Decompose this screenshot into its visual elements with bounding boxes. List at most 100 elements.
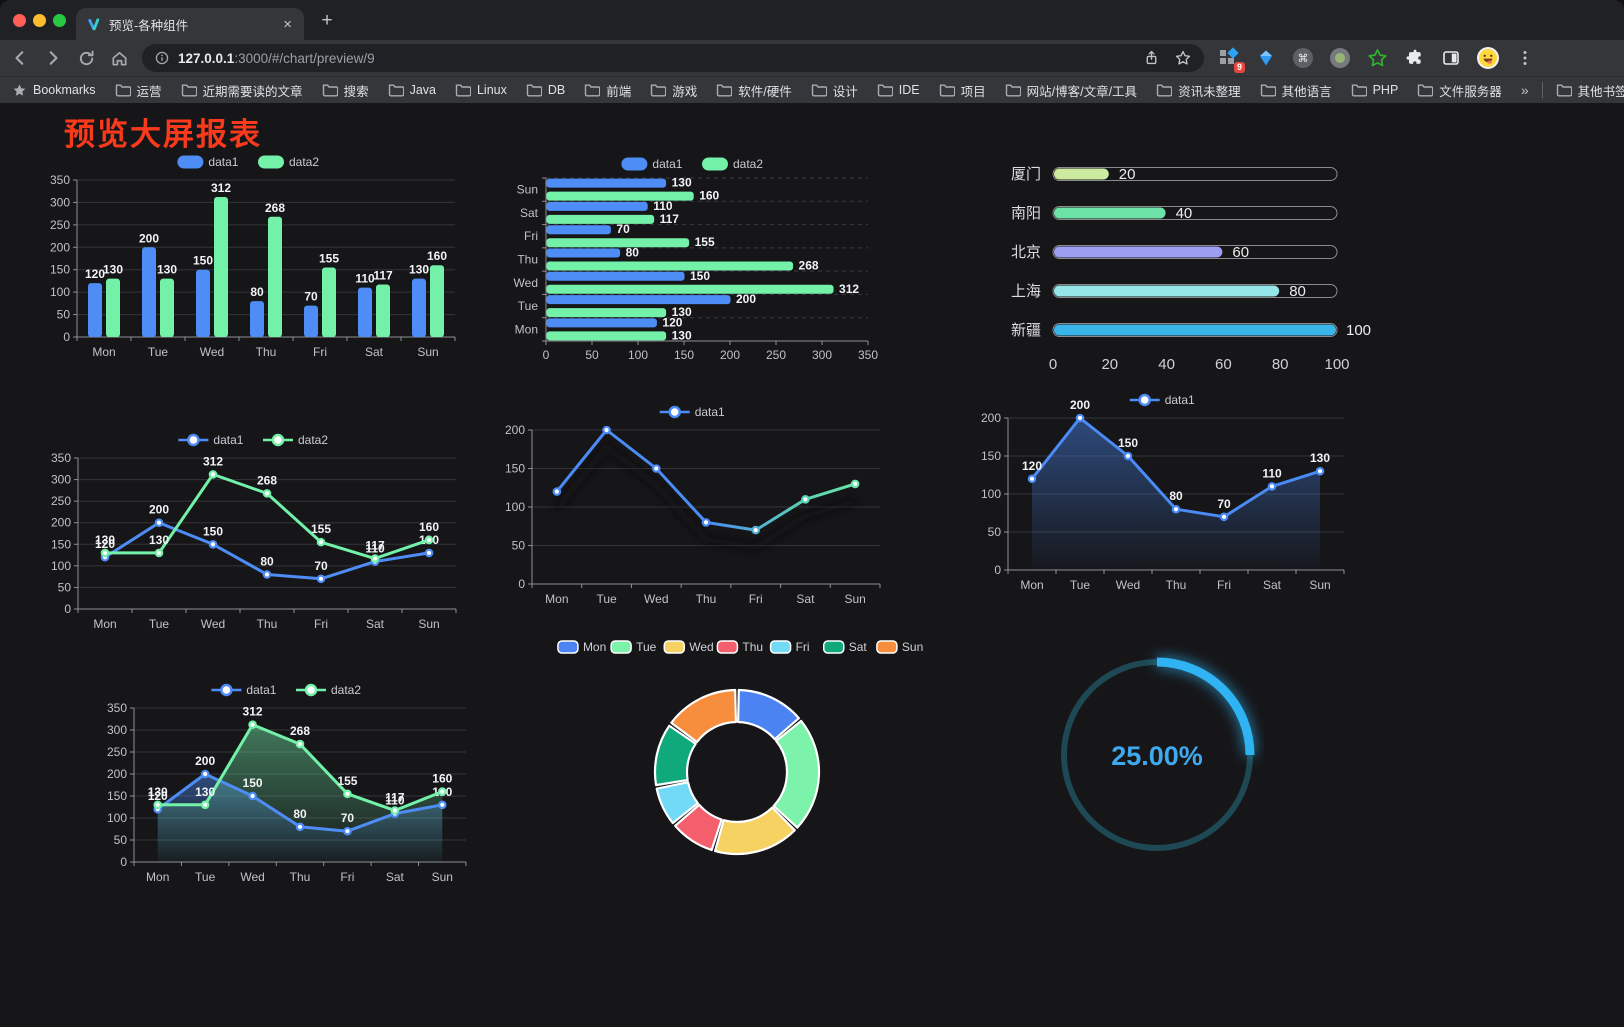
tab-close-icon[interactable]: × [283,15,292,33]
svg-text:110: 110 [355,272,375,286]
svg-text:40: 40 [1176,205,1193,222]
new-tab-button[interactable]: + [321,10,333,31]
svg-text:40: 40 [1158,356,1175,373]
share-icon[interactable] [1143,49,1160,67]
extension-command-icon[interactable]: ⌘ [1291,46,1315,70]
extensions-puzzle-icon[interactable] [1402,46,1426,70]
bar-vertical-chart[interactable]: data1 data2 0 50 100 150 200 250 300 350 Mon Tue Wed… [35,150,465,363]
svg-text:250: 250 [107,745,127,759]
svg-text:0: 0 [63,330,70,344]
svg-text:117: 117 [365,539,385,553]
svg-text:20: 20 [1101,356,1118,373]
bookmark-folder[interactable]: 设计 [811,81,858,100]
svg-text:250: 250 [766,348,786,362]
address-bar[interactable]: 127.0.0.1:3000/#/chart/preview/9 [142,44,1204,72]
svg-text:150: 150 [203,524,223,538]
other-bookmarks-folder[interactable]: 其他书签 [1556,81,1624,100]
side-panel-icon[interactable] [1439,46,1463,70]
svg-text:Fri: Fri [796,640,810,654]
svg-text:70: 70 [341,811,355,825]
bookmark-folder[interactable]: PHP [1351,83,1398,97]
svg-text:200: 200 [51,516,71,530]
svg-text:新疆: 新疆 [1011,322,1041,339]
bookmark-folder[interactable]: 运营 [115,81,162,100]
svg-text:120: 120 [662,315,682,329]
forward-icon[interactable] [43,48,63,68]
bookmark-folder[interactable]: 前端 [584,81,631,100]
bar-horizontal-chart[interactable]: data1 data2 0 50 100 150 200 250 300 350 Sun 130 160… [498,152,890,365]
line-multi-area-chart[interactable]: data1 data2 0 50 100 150 200 250 300 350 120 200 150… [100,678,476,888]
svg-text:70: 70 [314,559,328,573]
maximize-window-button[interactable] [53,14,66,27]
site-info-icon[interactable] [154,50,170,66]
svg-text:200: 200 [195,754,215,768]
extension-record-icon[interactable] [1328,46,1352,70]
bookmarks-overflow-icon[interactable]: » [1520,82,1529,98]
svg-text:120: 120 [85,267,105,281]
svg-text:Wed: Wed [1116,578,1140,592]
extension-grid-icon[interactable]: 9 [1217,46,1245,73]
svg-text:150: 150 [50,263,70,277]
svg-text:25.00%: 25.00% [1111,741,1203,771]
minimize-window-button[interactable] [33,14,46,27]
svg-text:Sun: Sun [1309,578,1330,592]
svg-text:0: 0 [1049,356,1057,373]
bookmark-folder[interactable]: 项目 [939,81,986,100]
bookmark-folder[interactable]: 资讯未整理 [1156,81,1241,100]
bookmark-folder[interactable]: Linux [455,83,507,97]
svg-text:80: 80 [260,554,274,568]
svg-text:Tue: Tue [1070,578,1091,592]
close-window-button[interactable] [13,14,26,27]
donut-chart[interactable]: Mon Tue Wed Thu Fri Sat Sun [548,633,932,871]
menu-dots-icon[interactable] [1513,46,1537,70]
bookmarks-divider [1541,82,1543,98]
bookmarks-manager[interactable]: Bookmarks [12,83,96,98]
svg-text:268: 268 [257,473,277,487]
svg-text:200: 200 [720,348,740,362]
svg-text:Tue: Tue [195,870,216,884]
svg-text:Mon: Mon [1020,578,1043,592]
bookmark-folder[interactable]: IDE [877,83,920,97]
svg-text:Mon: Mon [92,345,115,359]
svg-text:Fri: Fri [749,592,763,606]
bookmark-star-icon[interactable] [1174,49,1192,67]
svg-text:Sun: Sun [432,870,453,884]
svg-text:150: 150 [1118,436,1138,450]
bookmark-folder[interactable]: Java [388,83,436,97]
extension-gem-icon[interactable] [1254,46,1278,70]
svg-text:200: 200 [107,767,127,781]
profile-avatar[interactable] [1476,46,1500,70]
svg-text:Tue: Tue [149,617,170,631]
favicon [86,17,101,32]
bookmark-folder[interactable]: 搜索 [322,81,369,100]
svg-text:268: 268 [290,724,310,738]
reload-icon[interactable] [76,48,96,68]
svg-text:110: 110 [1262,466,1282,480]
browser-toolbar: 127.0.0.1:3000/#/chart/preview/9 9 ⌘ [0,40,1624,76]
svg-text:150: 150 [243,776,263,790]
bookmark-folder[interactable]: 软件/硬件 [716,81,792,100]
svg-text:50: 50 [114,833,128,847]
home-icon[interactable] [109,48,129,68]
back-icon[interactable] [10,48,30,68]
bookmark-folder[interactable]: 其他语言 [1260,81,1332,100]
svg-text:Wed: Wed [514,276,538,290]
gauge-chart[interactable]: 25.00% [1050,645,1264,865]
bookmark-folder[interactable]: 文件服务器 [1417,81,1502,100]
bookmark-folder[interactable]: 网站/博客/文章/工具 [1005,81,1137,100]
svg-text:300: 300 [50,195,70,209]
svg-text:Fri: Fri [314,617,328,631]
bookmark-folder[interactable]: 游戏 [650,81,697,100]
svg-text:268: 268 [799,259,819,273]
line-multi-chart[interactable]: data1 data2 0 50 100 150 200 250 300 350 120 200 150… [44,428,466,635]
bookmark-folder[interactable]: DB [526,83,565,97]
line-area-chart[interactable]: data1 0 50 100 150 200 120 200 150 80 70 110 130 Mon T… [974,388,1354,596]
bookmark-folder[interactable]: 近期需要读的文章 [181,81,303,100]
svg-text:100: 100 [505,500,525,514]
svg-text:Mon: Mon [583,640,606,654]
browser-tab[interactable]: 预览-各种组件 × [76,8,304,40]
extension-green-star-icon[interactable] [1365,46,1389,70]
line-gradient-chart[interactable]: data1 0 50 100 150 200 Mon Tue Wed Thu Fri Sat Sun [498,400,890,610]
svg-text:200: 200 [149,503,169,517]
progress-bars-chart[interactable]: 厦门 20 南阳 40 北京 60 上海 80 新疆 100 0 20 40 60 80 100 [995,159,1371,383]
